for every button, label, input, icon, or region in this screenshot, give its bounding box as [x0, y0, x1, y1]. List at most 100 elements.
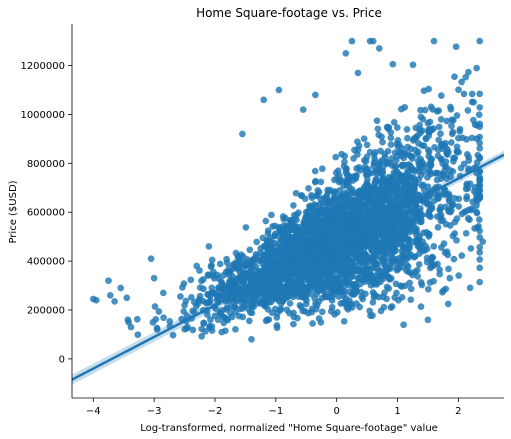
data-point [400, 154, 408, 162]
data-point [436, 206, 444, 214]
data-point [383, 295, 390, 303]
data-point [476, 139, 484, 147]
data-point [298, 236, 305, 244]
data-point [355, 163, 363, 171]
data-point [378, 272, 386, 280]
data-point [476, 177, 484, 185]
data-point [428, 155, 436, 163]
data-point [209, 268, 217, 276]
data-point [356, 209, 364, 217]
data-point [290, 309, 297, 317]
data-point [311, 178, 319, 186]
data-point [378, 156, 386, 164]
data-point [200, 319, 208, 327]
data-point [229, 272, 237, 280]
data-point [295, 278, 302, 286]
data-point [123, 294, 131, 302]
data-point [153, 326, 161, 333]
data-point [151, 303, 159, 310]
data-point [428, 253, 436, 261]
chart-title: Home Square-footage vs. Price [196, 6, 382, 20]
data-point [443, 117, 451, 125]
data-point [189, 307, 197, 315]
data-point [242, 300, 250, 308]
data-point [348, 37, 356, 45]
data-point [178, 283, 186, 291]
data-point [474, 151, 482, 159]
data-point [394, 296, 402, 304]
data-point [366, 307, 373, 315]
data-point [307, 191, 315, 199]
x-tick-label: −1 [268, 406, 283, 417]
axes: −4 −3 −2 −1 0 1 2 0 200000 400000 600000 800000 1000… [20, 24, 504, 417]
data-point [260, 96, 268, 104]
data-point [195, 296, 203, 304]
data-point [358, 257, 366, 265]
data-point [401, 161, 409, 169]
data-point [353, 201, 361, 208]
data-point [106, 291, 114, 299]
data-point [287, 226, 295, 234]
data-point [377, 278, 384, 286]
data-point [453, 143, 461, 151]
data-point [428, 203, 435, 210]
data-point [357, 268, 365, 275]
data-point [300, 264, 308, 272]
data-point [287, 216, 294, 224]
data-point [264, 229, 272, 237]
data-point [458, 78, 465, 86]
data-point [390, 227, 398, 235]
y-tick-label: 200000 [27, 306, 65, 317]
data-point [367, 281, 375, 289]
data-point [394, 254, 402, 262]
data-point [292, 189, 300, 197]
data-point [201, 327, 209, 335]
data-point [363, 141, 371, 149]
data-point [457, 164, 465, 172]
data-point [111, 297, 119, 305]
data-point [411, 177, 419, 185]
data-point [273, 295, 281, 303]
data-point [393, 140, 401, 148]
data-point [235, 312, 243, 320]
data-point [352, 172, 360, 180]
data-point [155, 308, 163, 315]
data-point [373, 260, 381, 268]
data-point [435, 123, 443, 131]
data-point [387, 141, 395, 149]
data-point [425, 85, 433, 93]
data-point [372, 167, 380, 175]
data-point [339, 218, 346, 226]
data-point [246, 269, 254, 277]
data-point [471, 183, 479, 191]
data-point [340, 211, 348, 219]
data-point [334, 286, 342, 294]
data-point [455, 272, 463, 279]
data-point [373, 117, 381, 125]
data-point [310, 200, 318, 208]
data-point [333, 308, 341, 316]
data-point [342, 49, 350, 57]
data-point [439, 172, 447, 180]
data-point [275, 278, 283, 286]
data-point [363, 175, 371, 183]
data-point [370, 201, 378, 209]
data-point [474, 224, 481, 232]
data-point [341, 299, 349, 306]
x-tick-label: −3 [147, 406, 162, 417]
data-point [206, 297, 214, 304]
data-point [198, 277, 205, 285]
data-point [221, 327, 229, 335]
data-point [283, 306, 291, 314]
data-point [359, 295, 367, 303]
data-point [309, 320, 316, 327]
data-point [409, 61, 417, 69]
data-point [466, 284, 474, 292]
data-point [405, 167, 413, 175]
data-point [356, 303, 364, 311]
data-point [198, 332, 206, 340]
data-point [409, 136, 417, 144]
data-point [444, 300, 452, 308]
data-point [277, 305, 285, 313]
data-point [242, 223, 250, 231]
